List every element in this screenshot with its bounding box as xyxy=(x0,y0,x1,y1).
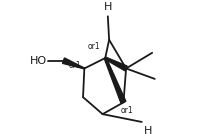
Text: HO: HO xyxy=(30,56,47,66)
Text: or1: or1 xyxy=(88,43,101,51)
Text: H: H xyxy=(144,126,153,136)
Text: H: H xyxy=(104,2,112,12)
Polygon shape xyxy=(105,57,127,71)
Text: or1: or1 xyxy=(120,106,133,115)
Polygon shape xyxy=(62,58,84,69)
Text: or1: or1 xyxy=(68,61,81,70)
Polygon shape xyxy=(104,58,126,103)
